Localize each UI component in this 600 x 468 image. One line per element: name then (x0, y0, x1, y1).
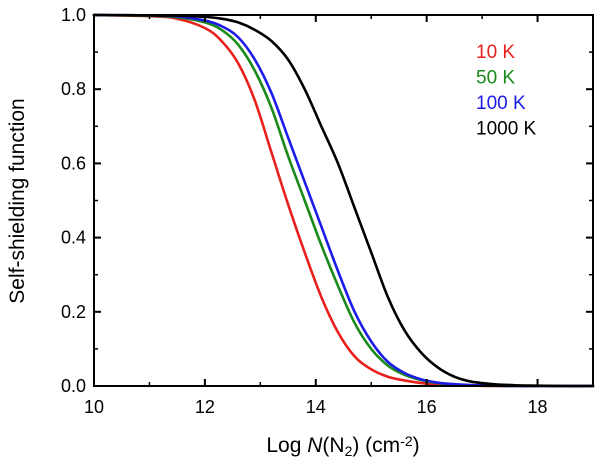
plot-frame (93, 14, 594, 387)
legend-entry-1000-k: 1000 K (476, 119, 537, 140)
y-tick-label: 0.8 (61, 79, 86, 99)
x-tick-label: 12 (195, 397, 215, 417)
y-tick-label: 1.0 (61, 5, 86, 25)
y-tick-label: 0.2 (61, 302, 86, 322)
y-axis-label: Self-shielding function (6, 98, 29, 303)
series-line-10-k (92, 13, 595, 388)
x-tick-label: 10 (84, 397, 104, 417)
series-line-100-k (92, 13, 595, 388)
legend-entry-100-k: 100 K (476, 93, 526, 114)
x-tick-label: 14 (306, 397, 326, 417)
y-tick-label: 0.4 (61, 228, 86, 248)
legend-entry-10-k: 10 K (476, 42, 515, 63)
x-axis-label: Log N(N2) (cm-2) (266, 433, 419, 459)
series-layer (92, 13, 595, 388)
x-tick-label: 18 (528, 397, 548, 417)
legend-entry-50-k: 50 K (476, 68, 515, 89)
y-tick-label: 0.6 (61, 153, 86, 173)
series-line-1000-k (92, 13, 595, 388)
legend: 10 K 50 K 100 K 1000 K (476, 42, 537, 140)
series-line-50-k (92, 13, 595, 388)
tick-layer: 10 12 14 16 18 0.0 0.2 0.4 0.6 0.8 1.0 (61, 5, 593, 417)
x-tick-label: 16 (417, 397, 437, 417)
y-tick-label: 0.0 (61, 376, 86, 396)
